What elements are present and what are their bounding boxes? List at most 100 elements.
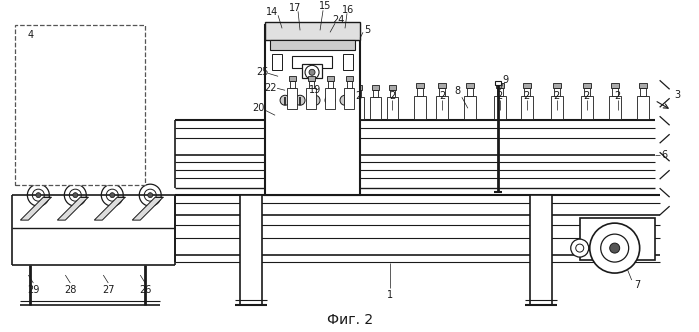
- Bar: [344, 88, 354, 109]
- Bar: [302, 64, 322, 78]
- Bar: [353, 97, 364, 119]
- Bar: [530, 195, 552, 305]
- Bar: [438, 83, 446, 88]
- Bar: [372, 85, 379, 90]
- Bar: [551, 96, 563, 119]
- Bar: [319, 85, 326, 90]
- Bar: [497, 88, 503, 96]
- Bar: [637, 96, 649, 119]
- Bar: [373, 90, 378, 97]
- Bar: [496, 83, 504, 88]
- Bar: [290, 81, 295, 88]
- Bar: [337, 85, 344, 90]
- Bar: [338, 90, 343, 97]
- Bar: [317, 97, 328, 119]
- Bar: [389, 85, 396, 90]
- Text: 25: 25: [256, 67, 268, 77]
- Bar: [521, 96, 533, 119]
- Bar: [612, 88, 618, 96]
- Bar: [306, 88, 316, 109]
- Bar: [302, 85, 309, 90]
- Bar: [265, 22, 360, 40]
- Text: 2: 2: [439, 91, 445, 101]
- Bar: [640, 88, 646, 96]
- Bar: [467, 88, 473, 96]
- Bar: [335, 97, 346, 119]
- Text: 27: 27: [102, 285, 115, 295]
- Bar: [464, 96, 476, 119]
- Circle shape: [571, 239, 589, 257]
- Circle shape: [305, 65, 319, 79]
- Bar: [346, 76, 353, 81]
- Polygon shape: [20, 197, 51, 220]
- Bar: [390, 90, 395, 97]
- Bar: [270, 40, 355, 50]
- Bar: [583, 83, 591, 88]
- Bar: [417, 88, 423, 96]
- Text: 28: 28: [64, 285, 76, 295]
- Bar: [553, 83, 561, 88]
- Text: 17: 17: [289, 3, 301, 13]
- Text: 26: 26: [139, 285, 152, 295]
- Bar: [414, 96, 426, 119]
- Bar: [495, 81, 500, 85]
- Bar: [343, 54, 353, 70]
- Bar: [579, 218, 655, 260]
- Text: 29: 29: [27, 285, 40, 295]
- Text: 22: 22: [264, 83, 276, 93]
- Bar: [285, 85, 292, 90]
- Bar: [289, 76, 296, 81]
- Text: 2: 2: [497, 91, 503, 101]
- Bar: [356, 90, 361, 97]
- Circle shape: [280, 95, 290, 105]
- Bar: [584, 88, 590, 96]
- Bar: [308, 76, 315, 81]
- Text: 7: 7: [635, 280, 641, 290]
- Bar: [272, 54, 282, 70]
- Bar: [327, 76, 334, 81]
- Bar: [286, 90, 291, 97]
- Bar: [240, 195, 262, 305]
- Text: 19: 19: [309, 85, 321, 95]
- Bar: [609, 96, 621, 119]
- Polygon shape: [132, 197, 163, 220]
- Text: 9: 9: [503, 75, 509, 85]
- Bar: [15, 25, 145, 185]
- Text: 8: 8: [455, 86, 461, 96]
- Bar: [347, 81, 352, 88]
- Circle shape: [590, 223, 640, 273]
- Polygon shape: [57, 197, 88, 220]
- Bar: [370, 97, 381, 119]
- Circle shape: [309, 69, 315, 75]
- Bar: [355, 85, 362, 90]
- Text: 5: 5: [364, 25, 370, 35]
- Bar: [292, 56, 332, 68]
- Text: 6: 6: [661, 150, 668, 160]
- Bar: [283, 97, 294, 119]
- Bar: [387, 97, 398, 119]
- Bar: [309, 81, 314, 88]
- Bar: [300, 97, 311, 119]
- Text: 2: 2: [584, 91, 590, 101]
- Circle shape: [36, 193, 41, 198]
- Bar: [554, 88, 560, 96]
- Circle shape: [147, 193, 152, 198]
- Bar: [416, 83, 424, 88]
- Bar: [436, 96, 448, 119]
- Bar: [466, 83, 474, 88]
- Circle shape: [340, 95, 350, 105]
- Text: 2: 2: [355, 91, 361, 101]
- Bar: [287, 88, 297, 109]
- Text: 2: 2: [614, 91, 621, 101]
- Polygon shape: [94, 197, 125, 220]
- Text: 16: 16: [342, 5, 354, 15]
- Bar: [328, 81, 333, 88]
- Bar: [265, 25, 360, 195]
- Text: 24: 24: [332, 15, 344, 25]
- Circle shape: [610, 243, 620, 253]
- Text: 14: 14: [266, 7, 278, 17]
- Text: 2: 2: [524, 91, 530, 101]
- Text: 4: 4: [27, 30, 34, 41]
- Bar: [639, 83, 647, 88]
- Text: 2: 2: [389, 91, 395, 101]
